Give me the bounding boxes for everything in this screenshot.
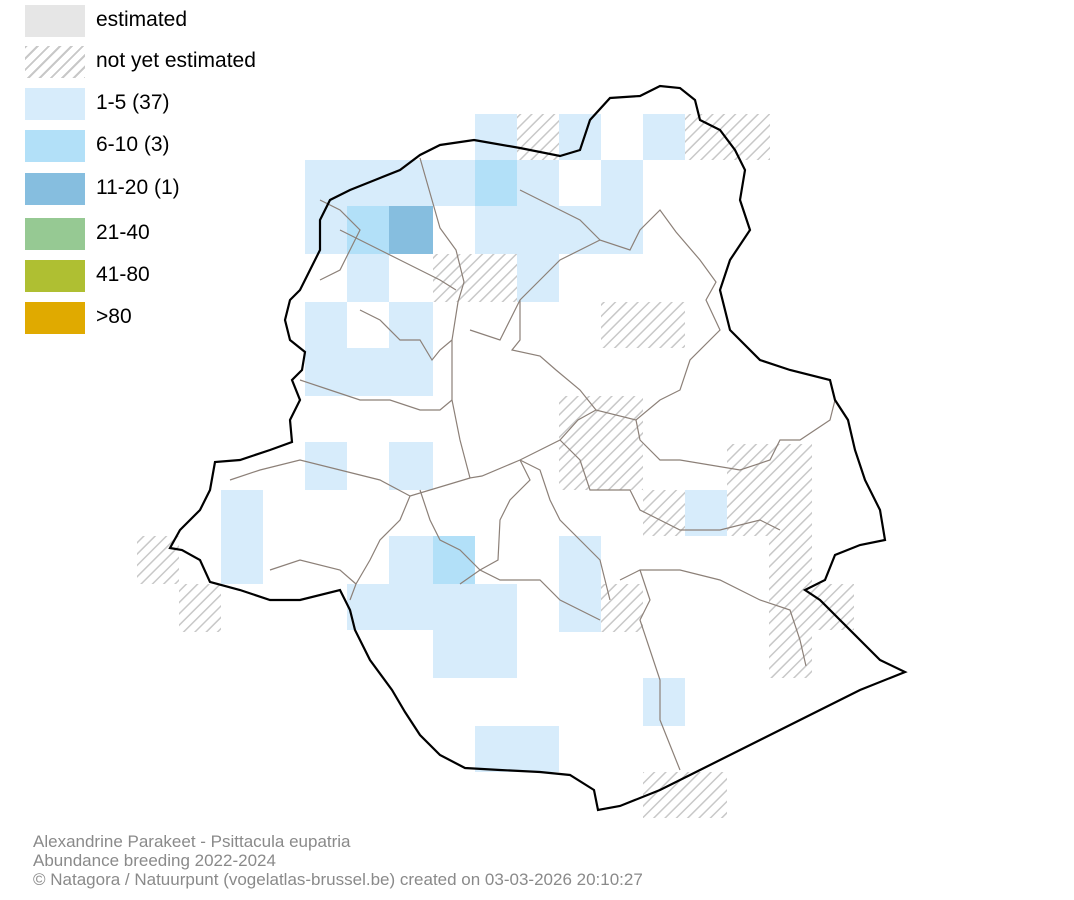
species-name: Alexandrine Parakeet - Psittacula eupatr… bbox=[33, 832, 351, 851]
credit-line: © Natagora / Natuurpunt (vogelatlas-brus… bbox=[33, 870, 643, 889]
map-caption: Alexandrine Parakeet - Psittacula eupatr… bbox=[33, 832, 643, 889]
legend-label: 21-40 bbox=[96, 221, 150, 244]
region-outline bbox=[168, 84, 908, 812]
grid-square-1-5 bbox=[559, 114, 601, 160]
legend-swatch-hatched bbox=[25, 46, 85, 78]
legend-item-11-20: 11-20 (1) bbox=[25, 172, 325, 206]
legend-label: 41-80 bbox=[96, 263, 150, 286]
abundance-11-20-squares bbox=[389, 206, 433, 254]
grid-square-6-10 bbox=[475, 160, 517, 206]
grid-square-1-5 bbox=[433, 630, 517, 678]
legend-label: estimated bbox=[96, 8, 188, 31]
legend-label: 11-20 (1) bbox=[96, 176, 180, 199]
legend-label: 1-5 (37) bbox=[96, 91, 170, 114]
grid-square-1-5 bbox=[347, 254, 389, 302]
legend-item-21-40: 21-40 bbox=[25, 217, 325, 251]
legend-swatch bbox=[25, 5, 85, 37]
grid-square-11-20 bbox=[389, 206, 433, 254]
grid-square-not-estimated bbox=[769, 584, 854, 630]
legend-label: not yet estimated bbox=[96, 49, 256, 72]
legend-item-41-80: 41-80 bbox=[25, 259, 325, 293]
grid-square-not-estimated bbox=[517, 114, 559, 160]
grid-square-1-5 bbox=[475, 726, 559, 772]
dataset-description: Abundance breeding 2022-2024 bbox=[33, 851, 276, 870]
grid-square-not-estimated bbox=[433, 254, 517, 302]
abundance-6-10-squares bbox=[347, 160, 517, 584]
grid-square-6-10 bbox=[433, 536, 475, 584]
grid-square-not-estimated bbox=[685, 114, 770, 160]
legend-swatch bbox=[25, 130, 85, 162]
grid-square-1-5 bbox=[601, 160, 643, 206]
grid-square-1-5 bbox=[389, 536, 433, 584]
legend-item-estimated: estimated bbox=[25, 4, 325, 38]
legend-label: 6-10 (3) bbox=[96, 133, 170, 156]
legend-item-80-plus: >80 bbox=[25, 301, 325, 335]
municipality-boundaries bbox=[229, 157, 836, 771]
grid-square-1-5 bbox=[305, 302, 347, 348]
grid-square-1-5 bbox=[517, 254, 559, 302]
legend-swatch bbox=[25, 302, 85, 334]
legend-swatch bbox=[25, 218, 85, 250]
grid-square-1-5 bbox=[475, 114, 517, 160]
grid-square-6-10 bbox=[347, 206, 389, 254]
legend-item-1-5: 1-5 (37) bbox=[25, 87, 325, 121]
grid-square-1-5 bbox=[389, 442, 433, 490]
not-estimated-squares bbox=[137, 114, 854, 818]
grid-square-1-5 bbox=[221, 536, 263, 584]
abundance-1-5-squares bbox=[221, 114, 727, 772]
grid-square-1-5 bbox=[559, 584, 601, 632]
legend-swatch bbox=[25, 173, 85, 205]
grid-square-not-estimated bbox=[769, 536, 812, 584]
grid-square-1-5 bbox=[559, 536, 601, 584]
legend-item-6-10: 6-10 (3) bbox=[25, 129, 325, 163]
grid-square-1-5 bbox=[475, 206, 643, 254]
grid-square-1-5 bbox=[685, 490, 727, 536]
grid-square-not-estimated bbox=[769, 630, 812, 678]
grid-square-1-5 bbox=[643, 114, 685, 160]
grid-square-not-estimated bbox=[559, 396, 643, 490]
grid-square-1-5 bbox=[221, 490, 263, 536]
legend-label: >80 bbox=[96, 305, 132, 328]
grid-square-1-5 bbox=[643, 678, 685, 726]
grid-square-not-estimated bbox=[643, 772, 727, 818]
grid-square-1-5 bbox=[305, 348, 433, 396]
legend-swatch bbox=[25, 88, 85, 120]
legend-swatch bbox=[25, 260, 85, 292]
grid-square-not-estimated bbox=[601, 302, 685, 348]
grid-square-1-5 bbox=[347, 584, 517, 630]
grid-square-not-estimated bbox=[727, 444, 812, 536]
grid-square-not-estimated bbox=[179, 584, 221, 632]
grid-square-1-5 bbox=[389, 302, 433, 348]
legend-item-not-yet-estimated: not yet estimated bbox=[25, 45, 325, 79]
